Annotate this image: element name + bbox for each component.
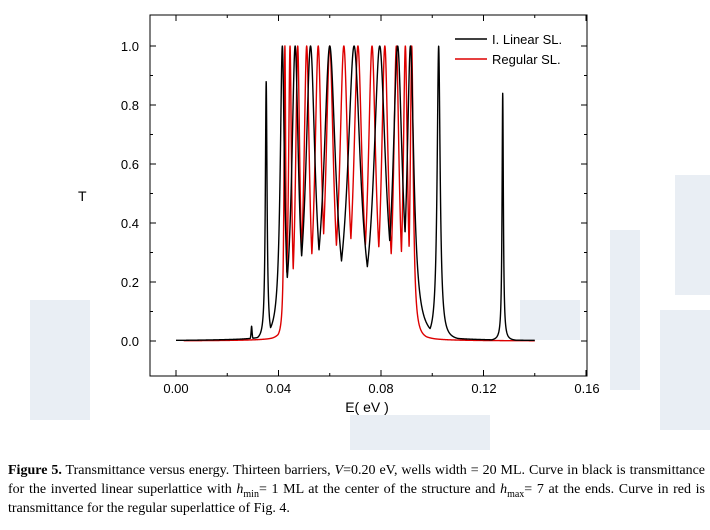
x-tick-label: 0.12 (471, 381, 496, 396)
caption-label: Figure 5. (8, 463, 62, 478)
linear-sl-curve (175, 45, 536, 342)
curves (175, 45, 536, 342)
caption-text: = 7 at the ends. Curve in red is transmi… (8, 482, 705, 516)
y-tick-label: 0.6 (121, 157, 139, 172)
y-tick-label: 0.4 (121, 216, 139, 231)
y-tick-label: 0.2 (121, 275, 139, 290)
caption-v-symbol: V (334, 463, 344, 478)
regular-sl-curve (183, 45, 536, 342)
x-tick-label: 0.08 (368, 381, 393, 396)
x-tick-label: 0.00 (163, 381, 188, 396)
x-tick-label: 0.04 (266, 381, 291, 396)
caption-hmin-sub: min (243, 488, 259, 500)
x-axis-title: E( eV ) (345, 399, 389, 415)
caption-text: = 1 ML at the center of the structure an… (258, 482, 501, 497)
x-tick-label: 0.16 (574, 381, 599, 396)
caption-hmax-sub: max (507, 488, 525, 500)
caption-h-symbol: h (236, 482, 244, 497)
caption-text: Transmittance versus energy. Thirteen ba… (61, 463, 335, 478)
figure-caption: Figure 5. Transmittance versus energy. T… (8, 461, 705, 518)
caption-text: =0.20 eV, wells width = 20 ML. Curve in … (8, 463, 705, 497)
legend-label-regular: Regular SL. (492, 52, 561, 67)
y-tick-label: 0.8 (121, 98, 139, 113)
legend: I. Linear SL. Regular SL. (455, 32, 562, 67)
plot-frame (149, 14, 588, 377)
caption-h-symbol: h (500, 482, 508, 497)
axis-ticks (150, 15, 587, 376)
legend-label-linear: I. Linear SL. (492, 32, 562, 47)
transmittance-chart: 0.00 0.04 0.08 0.12 0.16 0.0 0.2 0.4 0.6… (78, 14, 600, 415)
y-axis-title: T (78, 188, 87, 204)
y-tick-label: 0.0 (121, 334, 139, 349)
tick-labels: 0.00 0.04 0.08 0.12 0.16 0.0 0.2 0.4 0.6… (121, 39, 600, 396)
y-tick-label: 1.0 (121, 39, 139, 54)
